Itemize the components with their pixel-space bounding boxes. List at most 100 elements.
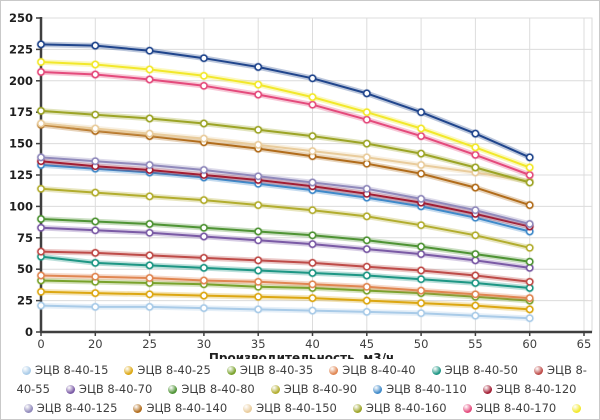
series-marker: [254, 125, 263, 134]
legend-label: ЭЦВ 8-40-70: [78, 381, 153, 396]
legend-marker-icon: [124, 366, 134, 375]
series-marker: [200, 81, 208, 90]
y-tick-label: 25: [17, 294, 33, 308]
series-marker: [145, 161, 154, 169]
x-tick-label: 65: [577, 337, 592, 351]
legend-item-ЭЦВ 8-40-70: ЭЦВ 8-40-70: [57, 382, 159, 396]
series-marker: [145, 261, 154, 270]
series-marker: [254, 172, 263, 181]
series-marker: [91, 70, 100, 79]
series-marker: [308, 93, 317, 101]
series-marker: [200, 304, 208, 312]
series-marker: [145, 220, 154, 228]
series-marker: [145, 114, 154, 123]
series-marker: [254, 90, 263, 99]
x-tick-label: 25: [142, 337, 157, 351]
series-marker: [525, 153, 534, 162]
series-marker: [471, 143, 480, 152]
y-tick-label: 175: [9, 105, 33, 119]
series-marker: [417, 266, 425, 275]
series-marker: [417, 149, 425, 158]
series-marker: [91, 157, 100, 166]
series-marker: [200, 71, 208, 80]
series-marker: [525, 201, 534, 209]
series-line-ЭЦВ 8-40-70: [40, 226, 530, 269]
series-marker: [471, 183, 480, 192]
series-marker: [91, 226, 100, 235]
y-tick-label: 150: [9, 137, 33, 151]
legend-item-ЭЦВ 8-40-55: ЭЦВ 8-40-55: [17, 363, 587, 396]
series-marker: [91, 110, 100, 119]
series-line-ЭЦВ 8-40-15: [40, 304, 530, 320]
series-marker: [91, 259, 100, 267]
series-marker: [471, 250, 480, 258]
legend-item-ЭЦВ 8-40-125: ЭЦВ 8-40-125: [15, 401, 125, 415]
x-tick-label: 45: [359, 337, 374, 351]
series-marker: [200, 254, 208, 262]
series-marker: [91, 217, 100, 226]
series-marker: [37, 223, 45, 232]
legend-label: ЭЦВ 8-40-50: [444, 363, 518, 377]
series-marker: [145, 46, 154, 55]
series-marker: [254, 236, 263, 245]
series-marker: [145, 303, 154, 311]
series-marker: [308, 206, 317, 215]
series-marker: [91, 303, 100, 311]
legend-item-ЭЦВ 8-40-50: ЭЦВ 8-40-50: [423, 363, 525, 377]
series-marker: [471, 290, 480, 299]
series-marker: [308, 178, 317, 187]
series-marker: [417, 242, 425, 251]
series-line-ЭЦВ 8-40-200: [40, 43, 531, 159]
y-tick-label: 50: [17, 262, 33, 276]
legend-label: ЭЦВ 8-40-110: [386, 381, 467, 396]
series-line-ЭЦВ 8-40-50: [40, 255, 530, 289]
series-marker: [525, 294, 534, 302]
series-marker: [525, 163, 534, 172]
legend-item-ЭЦВ 8-40-40: ЭЦВ 8-40-40: [320, 363, 422, 377]
x-tick-label: 40: [305, 337, 320, 351]
x-tick-label: 55: [468, 337, 483, 351]
series-marker: [254, 266, 263, 275]
y-tick-label: 250: [9, 11, 33, 25]
series-marker: [362, 139, 371, 148]
x-tick-label: 60: [522, 337, 537, 351]
series-marker: [362, 296, 371, 305]
series-marker: [525, 277, 534, 286]
series-marker: [37, 301, 45, 310]
series-marker: [362, 245, 371, 253]
series-line-ЭЦВ 8-40-140: [40, 123, 531, 207]
series-marker: [362, 184, 371, 193]
series-marker: [145, 65, 154, 74]
series-marker: [200, 276, 208, 285]
legend-marker-icon: [329, 366, 339, 375]
legend-item-ЭЦВ 8-40-150: ЭЦВ 8-40-150: [234, 401, 344, 415]
series-marker: [200, 119, 208, 128]
series-marker: [362, 89, 371, 98]
series-marker: [362, 115, 371, 124]
x-tick-label: 30: [197, 337, 212, 351]
legend-item-ЭЦВ 8-40-180: ЭЦВ 8-40-180: [201, 401, 585, 419]
series-marker: [308, 269, 317, 277]
series-marker: [200, 223, 208, 232]
series-marker: [362, 282, 371, 291]
legend-marker-icon: [352, 403, 362, 413]
series-marker: [362, 262, 371, 271]
y-tick-label: 200: [9, 74, 33, 88]
legend-label: ЭЦВ 8-40-80: [181, 381, 255, 396]
series-marker: [91, 272, 100, 281]
series-marker: [471, 129, 480, 138]
series-line-ЭЦВ 8-40-125: [40, 156, 530, 225]
legend-marker-icon: [482, 384, 492, 394]
legend-marker-icon: [22, 366, 32, 375]
series-marker: [145, 251, 154, 260]
series-marker: [254, 292, 263, 301]
series-marker: [254, 141, 263, 149]
series-marker: [417, 221, 425, 230]
series-marker: [362, 212, 371, 221]
series-marker: [308, 132, 317, 140]
series-marker: [362, 271, 371, 280]
series-marker: [525, 257, 534, 266]
y-tick-label: 100: [9, 199, 33, 213]
y-tick-label: 225: [9, 42, 33, 56]
series-marker: [254, 277, 263, 286]
